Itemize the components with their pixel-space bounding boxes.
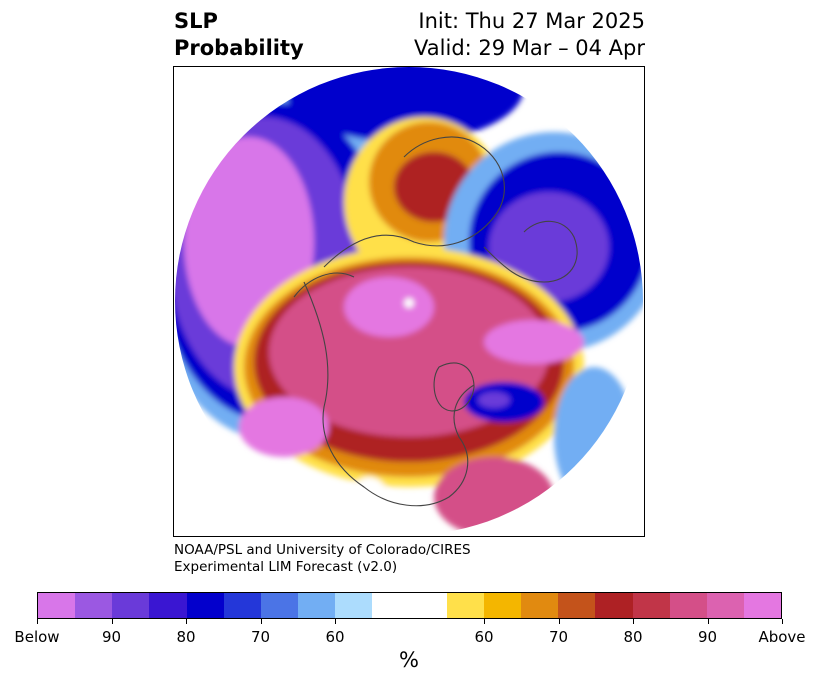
colorbar-tick-label: Above (758, 628, 806, 646)
colorbar-swatch (632, 593, 670, 618)
colorbar-swatch (112, 593, 150, 618)
colorbar-tick-mark (111, 619, 113, 624)
colorbar-tick-label: 90 (697, 628, 718, 646)
colorbar-tick-mark (633, 619, 634, 624)
west-us-above-mid (434, 457, 554, 535)
coastline-alaska (293, 272, 355, 298)
colorbar-tick-mark (484, 619, 485, 624)
probability-field (175, 67, 643, 535)
colorbar-swatch (372, 593, 410, 618)
coastline-eurasia (323, 136, 505, 268)
coastline-europe (483, 220, 578, 283)
colorbar-swatch (409, 593, 447, 618)
colorbar-tick-label: 80 (176, 628, 196, 646)
forecast-dates: Init: Thu 27 Mar 2025 Valid: 29 Mar – 04… (414, 8, 645, 62)
colorbar-unit-label: % (399, 648, 419, 672)
colorbar-swatch (335, 593, 373, 618)
colorbar-tick-mark (37, 619, 38, 624)
coastlines (293, 136, 578, 507)
colorbar-tick-label: Below (14, 628, 60, 646)
chart-title: SLP Probability (174, 8, 304, 62)
colorbar-tick-label: 70 (548, 628, 569, 646)
colorbar (37, 592, 782, 619)
colorbar-swatch (521, 593, 559, 618)
arctic-above-deep (344, 277, 434, 337)
colorbar-swatch (223, 593, 261, 618)
valid-date: Valid: 29 Mar – 04 Apr (414, 36, 645, 60)
north-america-above-deep (239, 397, 329, 457)
credit-line-1: NOAA/PSL and University of Colorado/CIRE… (174, 542, 471, 558)
colorbar-swatch (186, 593, 224, 618)
colorbar-tick-label: 70 (250, 628, 271, 646)
coastline-greenland (433, 362, 475, 412)
colorbar-swatch (446, 593, 484, 618)
colorbar-swatch (298, 593, 336, 618)
colorbar-swatch (743, 593, 782, 618)
colorbar-swatch (483, 593, 522, 618)
polar-map (173, 66, 645, 537)
colorbar-tick-label: 80 (623, 628, 643, 646)
credit-line-2: Experimental LIM Forecast (v2.0) (174, 559, 398, 575)
colorbar-swatch (260, 593, 299, 618)
colorbar-tick-label: 60 (325, 628, 345, 646)
colorbar-tick-label: 90 (101, 628, 122, 646)
colorbar-swatch (558, 593, 596, 618)
colorbar-tick-mark (558, 619, 560, 624)
title-line-1: SLP (174, 9, 218, 33)
southwest-neutral (347, 477, 391, 535)
colorbar-swatch (595, 593, 633, 618)
colorbar-swatch (706, 593, 744, 618)
atlantic-below-small-core (478, 392, 510, 408)
title-line-2: Probability (174, 36, 304, 60)
colorbar-tick-mark (335, 619, 336, 624)
colorbar-swatch (38, 593, 76, 618)
north-atlantic-above-deep (484, 320, 584, 364)
colorbar-tick-mark (186, 619, 187, 624)
colorbar-swatch (669, 593, 707, 618)
north-atlantic-below-top (284, 67, 524, 142)
southeast-below-faint (554, 367, 634, 507)
colorbar-tick-mark (782, 619, 783, 624)
init-date: Init: Thu 27 Mar 2025 (418, 9, 645, 33)
pole-neutral-spot (404, 298, 414, 308)
credit-text: NOAA/PSL and University of Colorado/CIRE… (174, 542, 471, 576)
colorbar-tick-mark (707, 619, 709, 624)
colorbar-tick-mark (260, 619, 262, 624)
colorbar-swatch (75, 593, 113, 618)
colorbar-tick-label: 60 (474, 628, 494, 646)
probability-map-svg (175, 67, 643, 535)
colorbar-swatch (149, 593, 187, 618)
coastline-north-america (303, 281, 475, 507)
